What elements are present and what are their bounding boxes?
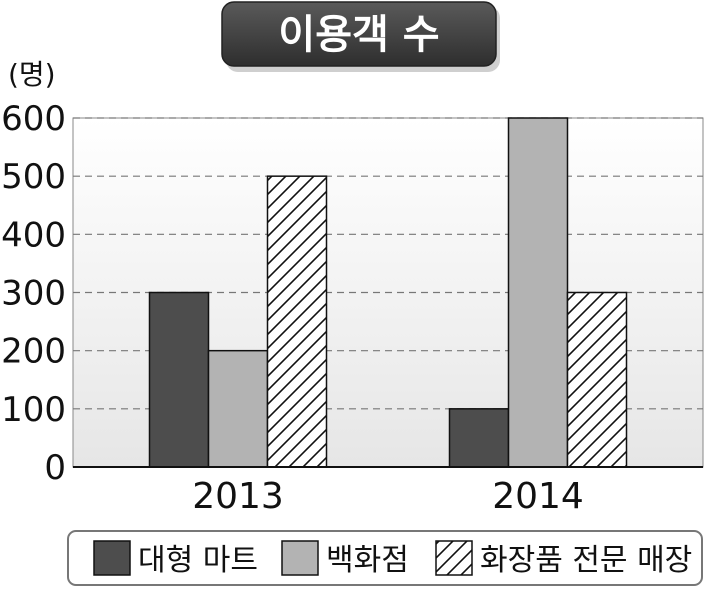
legend: 대형 마트 백화점 화장품 전문 매장 <box>67 530 703 586</box>
y-tick-label: 200 <box>1 332 66 372</box>
legend-label-1: 백화점 <box>326 543 409 578</box>
legend-label-0: 대형 마트 <box>138 543 258 578</box>
bar-2014-2 <box>566 291 628 468</box>
title-banner: 이용객 수 <box>221 1 500 72</box>
y-tick-labels: 0 100 200 300 400 500 600 <box>1 99 66 488</box>
grid-lines <box>73 117 703 410</box>
x-category-label: 2013 <box>192 476 284 517</box>
bar-2014-0 <box>448 408 510 468</box>
legend-swatch-0 <box>93 540 131 576</box>
y-tick-label: 300 <box>1 274 66 314</box>
legend-label-2: 화장품 전문 매장 <box>480 543 692 578</box>
bar-2013-0 <box>148 291 210 468</box>
y-tick-label: 400 <box>1 215 66 255</box>
y-axis-unit: (명) <box>8 58 56 91</box>
x-category-label: 2014 <box>492 476 584 517</box>
y-tick-label: 100 <box>1 390 66 430</box>
y-tick-label: 0 <box>44 448 66 488</box>
legend-swatch-1 <box>281 540 319 576</box>
y-tick-label: 500 <box>1 157 66 197</box>
bar-2013-2 <box>266 175 328 468</box>
bars <box>148 117 628 468</box>
y-tick-label: 600 <box>1 99 66 139</box>
chart-title: 이용객 수 <box>278 12 439 58</box>
legend-swatch-2 <box>435 540 473 576</box>
legend-box <box>67 530 703 586</box>
bar-2013-1 <box>207 349 269 468</box>
x-category-labels: 2013 2014 <box>192 476 584 517</box>
bar-2014-1 <box>507 117 569 468</box>
